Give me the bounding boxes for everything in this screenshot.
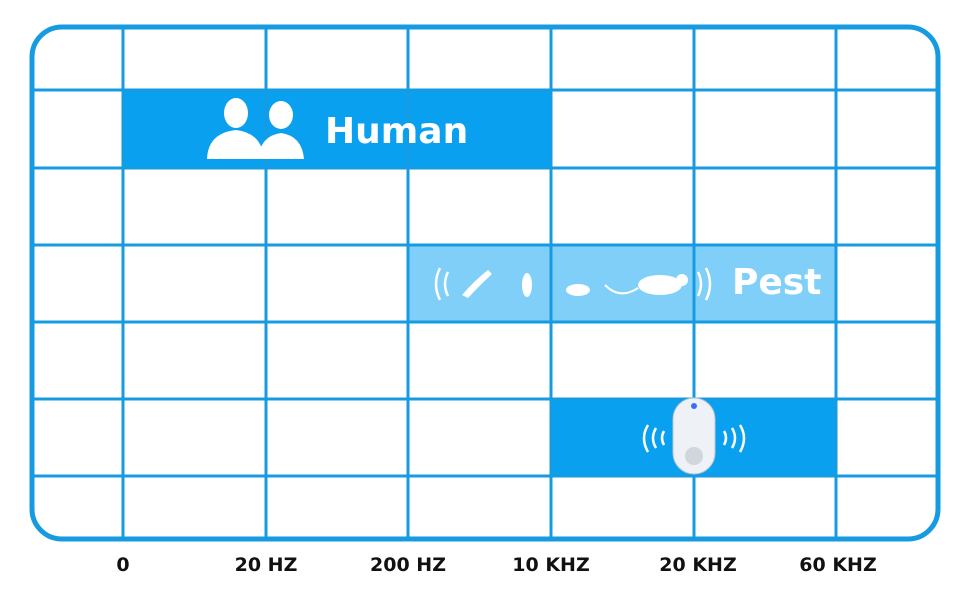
axis-label: 20 KHZ bbox=[659, 554, 736, 576]
axis-label: 0 bbox=[116, 554, 129, 576]
human-band bbox=[123, 90, 551, 168]
axis-label: 60 KHZ bbox=[799, 554, 876, 576]
frame bbox=[29, 24, 941, 542]
axis-label: 10 KHZ bbox=[512, 554, 589, 576]
human-icon bbox=[207, 98, 304, 159]
axis-label: 200 HZ bbox=[370, 554, 446, 576]
band-label: Human bbox=[325, 111, 468, 152]
band-label: Pest bbox=[732, 262, 821, 303]
axis-label: 20 HZ bbox=[235, 554, 298, 576]
device-icon bbox=[642, 397, 746, 475]
pest-icon bbox=[434, 267, 712, 301]
